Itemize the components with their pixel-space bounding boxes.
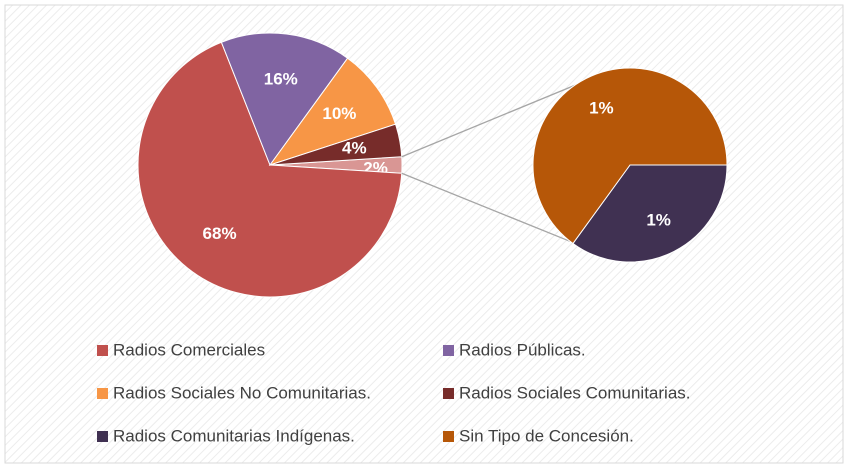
data-label: 1%: [646, 211, 671, 230]
pie-slice: [532, 67, 728, 245]
connector-line: [401, 172, 571, 243]
legend-swatch: [97, 388, 108, 399]
chart-area: [4, 4, 844, 464]
legend-label: Sin Tipo de Concesión.: [459, 426, 634, 445]
legend-swatch: [97, 431, 108, 442]
data-label: 1%: [589, 98, 614, 117]
legend-swatch: [97, 345, 108, 356]
legend-swatch: [443, 388, 454, 399]
data-label: 16%: [264, 69, 298, 88]
legend-swatch: [443, 345, 454, 356]
legend-label: Radios Comerciales: [113, 340, 265, 359]
legend-label: Radios Sociales Comunitarias.: [459, 383, 691, 402]
legend-label: Radios Sociales No Comunitarias.: [113, 383, 371, 402]
data-label: 4%: [342, 138, 367, 157]
legend-label: Radios Públicas.: [459, 340, 586, 359]
pie-slice: [572, 164, 728, 263]
pie-slice: [220, 32, 349, 167]
pie-slice: [268, 57, 397, 166]
pie-slice: [137, 41, 403, 298]
data-label: 10%: [322, 104, 356, 123]
legend-swatch: [443, 431, 454, 442]
data-label: 68%: [203, 224, 237, 243]
legend-label: Radios Comunitarias Indígenas.: [113, 426, 355, 445]
